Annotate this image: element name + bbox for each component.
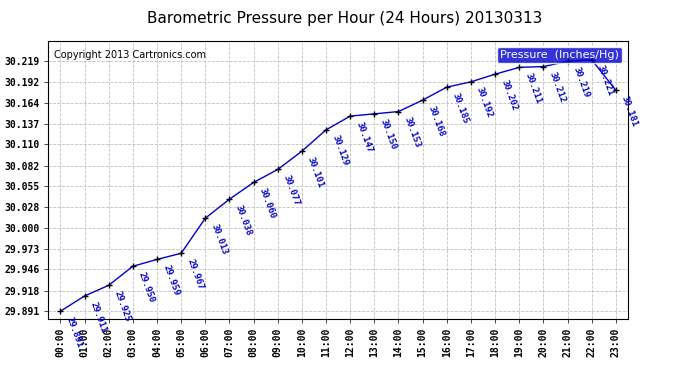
Text: 30.202: 30.202: [500, 78, 519, 112]
Text: 30.168: 30.168: [427, 104, 446, 138]
Text: 30.013: 30.013: [210, 222, 229, 256]
Text: 30.150: 30.150: [379, 118, 398, 152]
Text: 30.147: 30.147: [355, 120, 374, 154]
Text: 30.153: 30.153: [403, 116, 422, 149]
Legend: Pressure  (Inches/Hg): Pressure (Inches/Hg): [497, 47, 622, 63]
Text: 30.129: 30.129: [331, 134, 350, 167]
Text: 30.060: 30.060: [258, 187, 277, 220]
Text: 30.219: 30.219: [572, 65, 591, 99]
Text: 30.211: 30.211: [524, 72, 543, 105]
Text: 30.038: 30.038: [234, 203, 253, 237]
Text: 29.925: 29.925: [113, 290, 132, 323]
Text: Barometric Pressure per Hour (24 Hours) 20130313: Barometric Pressure per Hour (24 Hours) …: [147, 11, 543, 26]
Text: 30.181: 30.181: [620, 94, 640, 128]
Text: 30.101: 30.101: [306, 155, 326, 189]
Text: 30.192: 30.192: [475, 86, 495, 119]
Text: 29.950: 29.950: [137, 270, 157, 304]
Text: 30.221: 30.221: [596, 64, 615, 97]
Text: 30.077: 30.077: [282, 174, 302, 207]
Text: 29.959: 29.959: [161, 264, 181, 297]
Text: 30.212: 30.212: [548, 71, 567, 104]
Text: Copyright 2013 Cartronics.com: Copyright 2013 Cartronics.com: [54, 50, 206, 60]
Text: 29.967: 29.967: [186, 258, 205, 291]
Text: 29.891: 29.891: [65, 315, 84, 349]
Text: 30.185: 30.185: [451, 92, 471, 125]
Text: 29.911: 29.911: [89, 300, 108, 333]
